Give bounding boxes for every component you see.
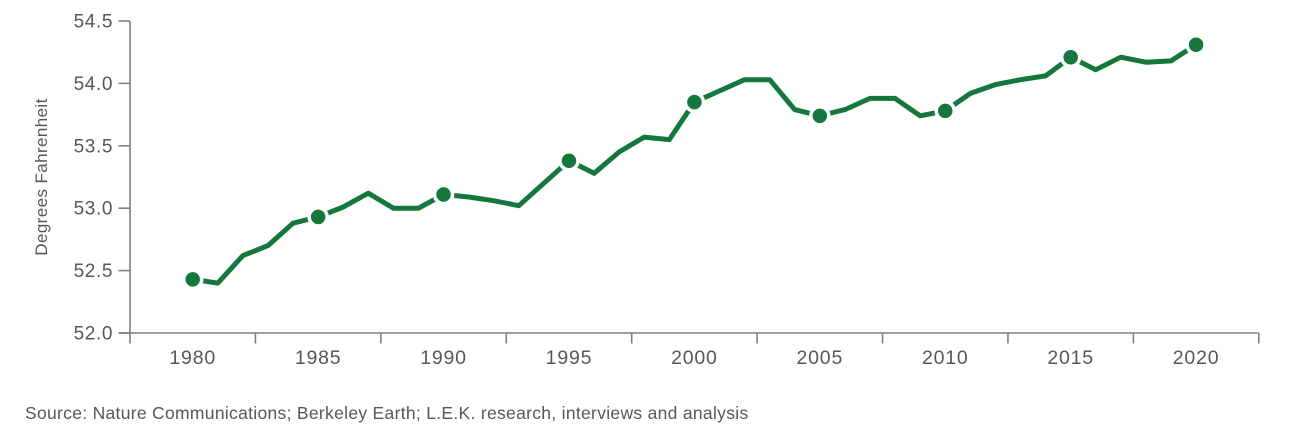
data-point-marker (1185, 33, 1207, 56)
data-point-marker (558, 150, 580, 172)
data-point-marker (307, 206, 329, 228)
x-tick-label: 2000 (671, 347, 718, 369)
chart-canvas: 52.0 52.5 53.0 53.5 54.0 54.5 1980 1985 1990 1995… (32, 12, 1260, 369)
data-point-marker (432, 183, 455, 206)
y-tick-label: 52.5 (74, 261, 113, 282)
data-point-marker (683, 91, 706, 113)
x-tick-label: 1985 (295, 347, 342, 369)
y-axis-title: Degrees Fahrenheit (32, 98, 51, 255)
y-tick-label: 53.0 (74, 199, 113, 220)
x-tick-label: 1990 (420, 347, 467, 369)
y-tick-label: 53.5 (74, 136, 113, 157)
data-point-marker (1059, 46, 1082, 68)
x-tick-label: 2005 (797, 347, 844, 369)
temperature-line-chart: 52.0 52.5 53.0 53.5 54.0 54.5 1980 1985 1990 1995… (32, 12, 1260, 369)
data-point-marker (809, 105, 831, 127)
y-tick-label: 54.5 (74, 12, 113, 33)
y-tick-label: 52.0 (74, 324, 113, 345)
x-tick-label: 2020 (1173, 347, 1220, 369)
temperature-series-line (192, 42, 1198, 286)
x-tick-label: 1980 (169, 347, 216, 369)
source-note: Source: Nature Communications; Berkeley … (25, 403, 749, 423)
data-point-marker (181, 268, 204, 291)
x-tick-label: 2010 (922, 347, 969, 369)
data-point-marker (934, 100, 956, 122)
x-tick-label: 2015 (1047, 347, 1094, 369)
x-tick-label: 1995 (546, 347, 593, 369)
y-tick-label: 54.0 (74, 74, 113, 95)
